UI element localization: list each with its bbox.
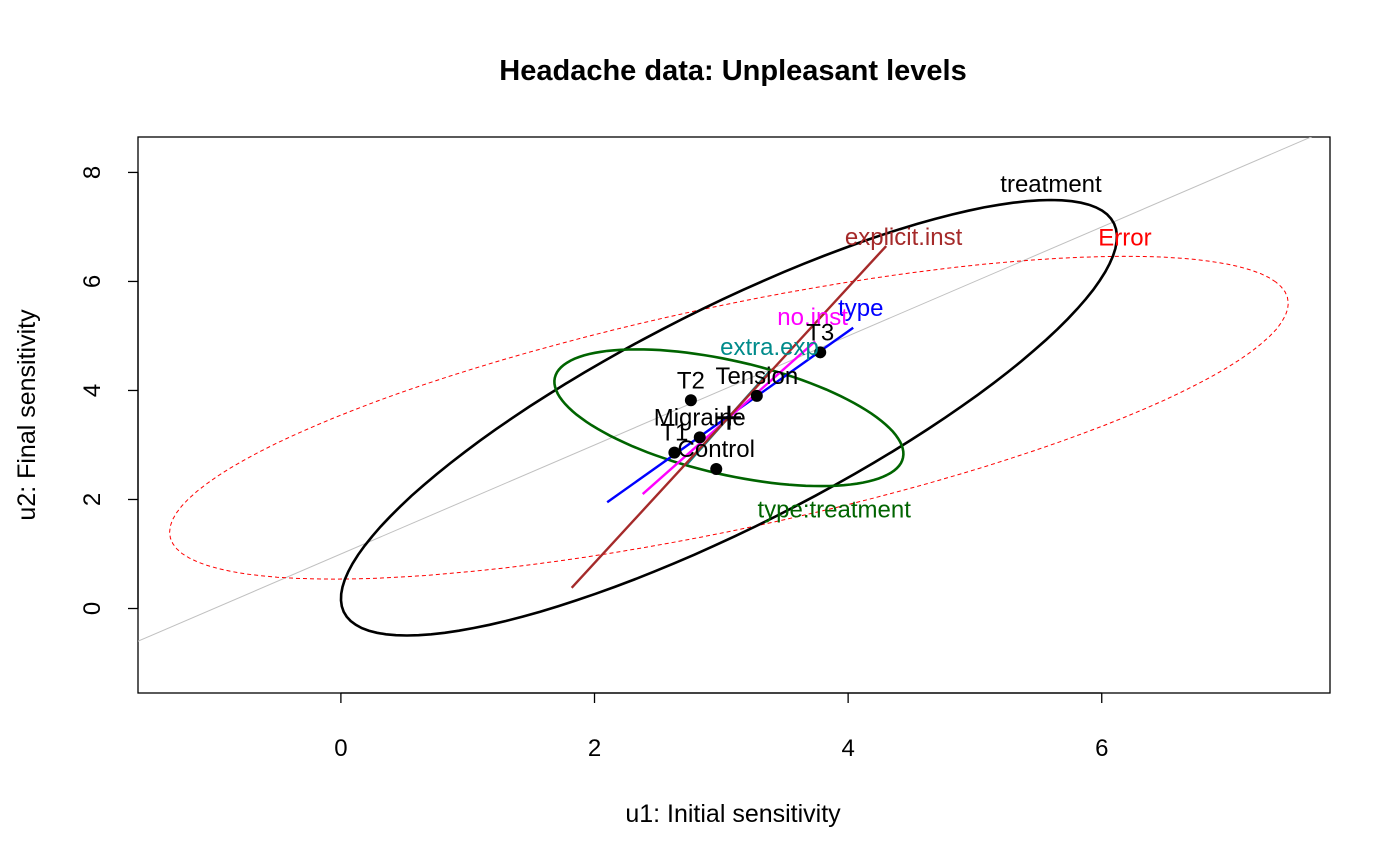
y-tick-label: 2 xyxy=(79,493,106,506)
y-tick-label: 8 xyxy=(79,166,106,179)
point-t2 xyxy=(684,394,697,407)
y-tick-label: 4 xyxy=(79,384,106,397)
x-axis: 0 2 4 6 xyxy=(334,692,1108,762)
x-tick-label: 0 xyxy=(334,735,347,762)
y-tick-label: 6 xyxy=(79,275,106,288)
label-type: type xyxy=(838,295,883,322)
label-point-t2: T2 xyxy=(677,367,705,394)
point-tension xyxy=(750,389,763,402)
label-point-t1: T1 xyxy=(660,420,688,447)
x-tick-label: 6 xyxy=(1095,735,1108,762)
x-tick-label: 2 xyxy=(588,735,601,762)
label-point-t3: T3 xyxy=(806,319,834,346)
label-point-tension: Tension xyxy=(715,363,798,390)
label-point-migraine: Migraine xyxy=(654,404,746,431)
x-axis-label: u1: Initial sensitivity xyxy=(625,800,841,828)
ellipse-error xyxy=(169,255,1289,580)
reference-line xyxy=(138,137,1313,642)
x-tick-label: 4 xyxy=(841,735,854,762)
label-treatment: treatment xyxy=(1000,171,1102,198)
label-point-control: Control xyxy=(678,436,755,463)
label-no-inst: no.inst xyxy=(777,304,848,331)
y-axis-label: u2: Final sensitivity xyxy=(13,309,41,521)
ellipse-treatment xyxy=(339,198,1119,637)
point-t1 xyxy=(668,446,681,459)
plot-area xyxy=(138,137,1313,642)
label-type-treatment: type:treatment xyxy=(757,497,911,524)
point-t3 xyxy=(814,346,827,359)
point-control xyxy=(710,462,723,475)
label-extra-exp: extra.exp xyxy=(720,334,819,361)
ellipse-type-treatment xyxy=(553,348,905,488)
label-error: Error xyxy=(1098,224,1151,251)
label-explicit-inst: explicit.inst xyxy=(845,224,963,251)
point-migraine xyxy=(693,431,706,444)
y-axis: 0 2 4 6 8 xyxy=(79,166,139,615)
y-tick-label: 0 xyxy=(79,602,106,615)
chart-title: Headache data: Unpleasant levels xyxy=(499,55,966,87)
